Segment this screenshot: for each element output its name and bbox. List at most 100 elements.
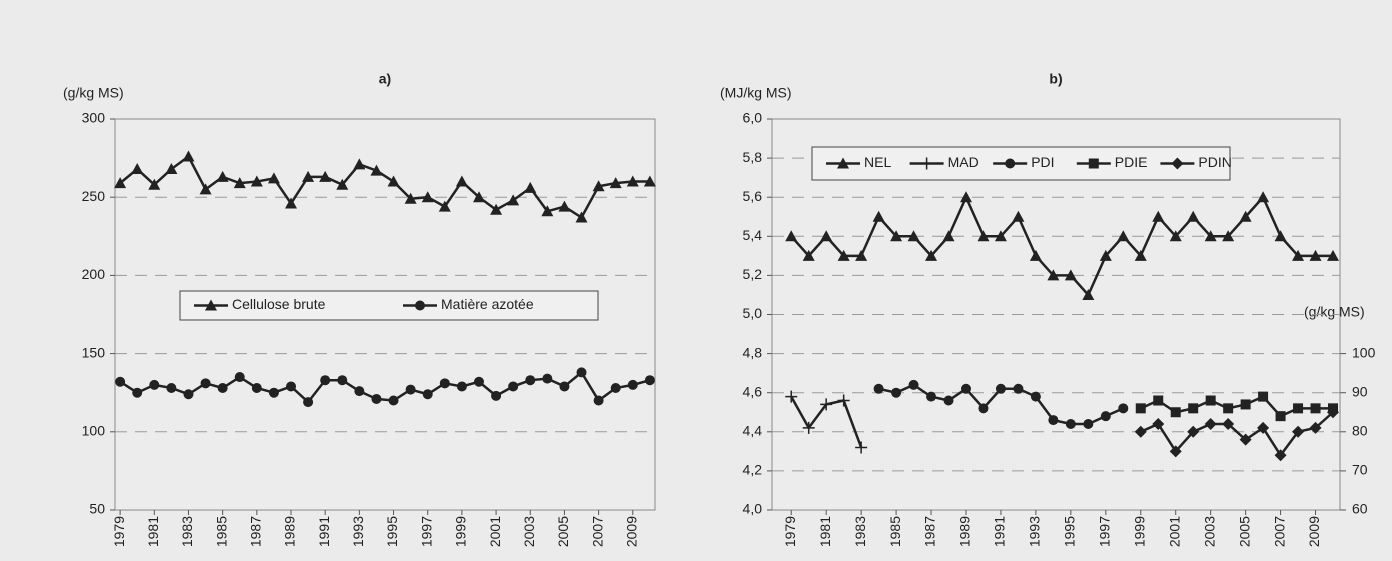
marker bbox=[977, 230, 990, 242]
marker bbox=[166, 383, 177, 394]
marker bbox=[1223, 403, 1234, 414]
marker bbox=[1310, 403, 1321, 414]
x-tick-label: 1981 bbox=[817, 516, 833, 547]
y-tick-label: 250 bbox=[82, 188, 106, 204]
legend-label: PDIE bbox=[1115, 154, 1148, 170]
x-tick-label: 1989 bbox=[957, 516, 973, 547]
marker bbox=[1309, 249, 1322, 261]
x-tick-label: 2003 bbox=[521, 516, 537, 547]
marker bbox=[115, 376, 126, 387]
marker bbox=[644, 375, 655, 386]
marker bbox=[250, 175, 263, 187]
marker bbox=[370, 164, 383, 176]
marker bbox=[302, 170, 315, 182]
y2-tick-label: 100 bbox=[1352, 344, 1376, 360]
x-tick-label: 1985 bbox=[213, 516, 229, 547]
marker bbox=[891, 387, 902, 398]
marker bbox=[890, 230, 903, 242]
y2-axis-label: (g/kg MS) bbox=[1304, 304, 1365, 320]
marker bbox=[524, 181, 537, 193]
legend-label: MAD bbox=[948, 154, 979, 170]
marker bbox=[439, 378, 450, 389]
legend-box bbox=[179, 290, 599, 321]
marker bbox=[200, 378, 211, 389]
x-tick-label: 1989 bbox=[282, 516, 298, 547]
marker bbox=[1088, 158, 1099, 169]
y2-tick-label: 90 bbox=[1352, 383, 1368, 399]
marker bbox=[525, 375, 536, 386]
x-tick-label: 2007 bbox=[1271, 516, 1287, 547]
marker bbox=[205, 299, 217, 311]
marker bbox=[491, 390, 502, 401]
marker bbox=[1153, 395, 1164, 406]
x-tick-label: 1983 bbox=[852, 516, 868, 547]
y-tick-label: 5,4 bbox=[743, 227, 763, 243]
legend-box bbox=[811, 146, 1231, 181]
marker bbox=[908, 379, 919, 390]
marker bbox=[837, 249, 850, 261]
marker bbox=[576, 367, 587, 378]
marker bbox=[422, 389, 433, 400]
x-tick-label: 1997 bbox=[418, 516, 434, 547]
chart-title: b) bbox=[1049, 71, 1062, 87]
x-tick-label: 1985 bbox=[887, 516, 903, 547]
marker bbox=[626, 175, 639, 187]
marker bbox=[1187, 425, 1200, 438]
marker bbox=[438, 200, 451, 212]
x-tick-label: 2009 bbox=[1306, 516, 1322, 547]
marker bbox=[1064, 269, 1077, 281]
x-tick-label: 1979 bbox=[782, 516, 798, 547]
marker bbox=[1293, 403, 1304, 414]
y-tick-label: 150 bbox=[82, 344, 106, 360]
marker bbox=[286, 381, 297, 392]
marker bbox=[421, 191, 434, 203]
y-tick-label: 4,2 bbox=[743, 462, 763, 478]
y-tick-label: 4,4 bbox=[743, 423, 763, 439]
marker bbox=[388, 395, 399, 406]
marker bbox=[148, 178, 161, 190]
marker bbox=[285, 197, 298, 209]
marker bbox=[943, 395, 954, 406]
marker bbox=[1274, 449, 1287, 462]
y-tick-label: 6,0 bbox=[743, 110, 763, 126]
y-tick-label: 4,0 bbox=[743, 501, 763, 517]
x-tick-label: 1979 bbox=[111, 516, 127, 547]
x-tick-label: 1993 bbox=[350, 516, 366, 547]
y-tick-label: 200 bbox=[82, 266, 106, 282]
x-tick-label: 1987 bbox=[922, 516, 938, 547]
marker bbox=[1327, 249, 1340, 261]
marker bbox=[627, 379, 638, 390]
marker bbox=[558, 200, 571, 212]
chart-title: a) bbox=[379, 71, 391, 87]
x-tick-label: 1987 bbox=[248, 516, 264, 547]
marker bbox=[959, 191, 972, 203]
marker bbox=[199, 183, 212, 195]
marker bbox=[319, 170, 332, 182]
marker bbox=[1012, 210, 1025, 222]
x-tick-label: 2001 bbox=[487, 516, 503, 547]
marker bbox=[1188, 403, 1199, 414]
marker bbox=[1029, 249, 1042, 261]
x-tick-label: 1991 bbox=[316, 516, 332, 547]
marker bbox=[1013, 383, 1024, 394]
x-tick-label: 1995 bbox=[384, 516, 400, 547]
legend-label: PDIN bbox=[1198, 154, 1231, 170]
x-tick-label: 1999 bbox=[453, 516, 469, 547]
marker bbox=[1170, 407, 1181, 418]
x-tick-label: 1993 bbox=[1027, 516, 1043, 547]
x-tick-label: 2005 bbox=[1236, 516, 1252, 547]
marker bbox=[1204, 230, 1217, 242]
x-tick-label: 1983 bbox=[179, 516, 195, 547]
marker bbox=[960, 383, 971, 394]
marker bbox=[643, 175, 656, 187]
x-tick-label: 2005 bbox=[555, 516, 571, 547]
marker bbox=[114, 177, 127, 189]
x-tick-label: 1999 bbox=[1131, 516, 1147, 547]
marker bbox=[165, 163, 178, 175]
marker bbox=[217, 383, 228, 394]
marker bbox=[837, 394, 850, 407]
marker bbox=[542, 373, 553, 384]
marker bbox=[508, 381, 519, 392]
marker bbox=[1292, 425, 1305, 438]
marker bbox=[1169, 230, 1182, 242]
